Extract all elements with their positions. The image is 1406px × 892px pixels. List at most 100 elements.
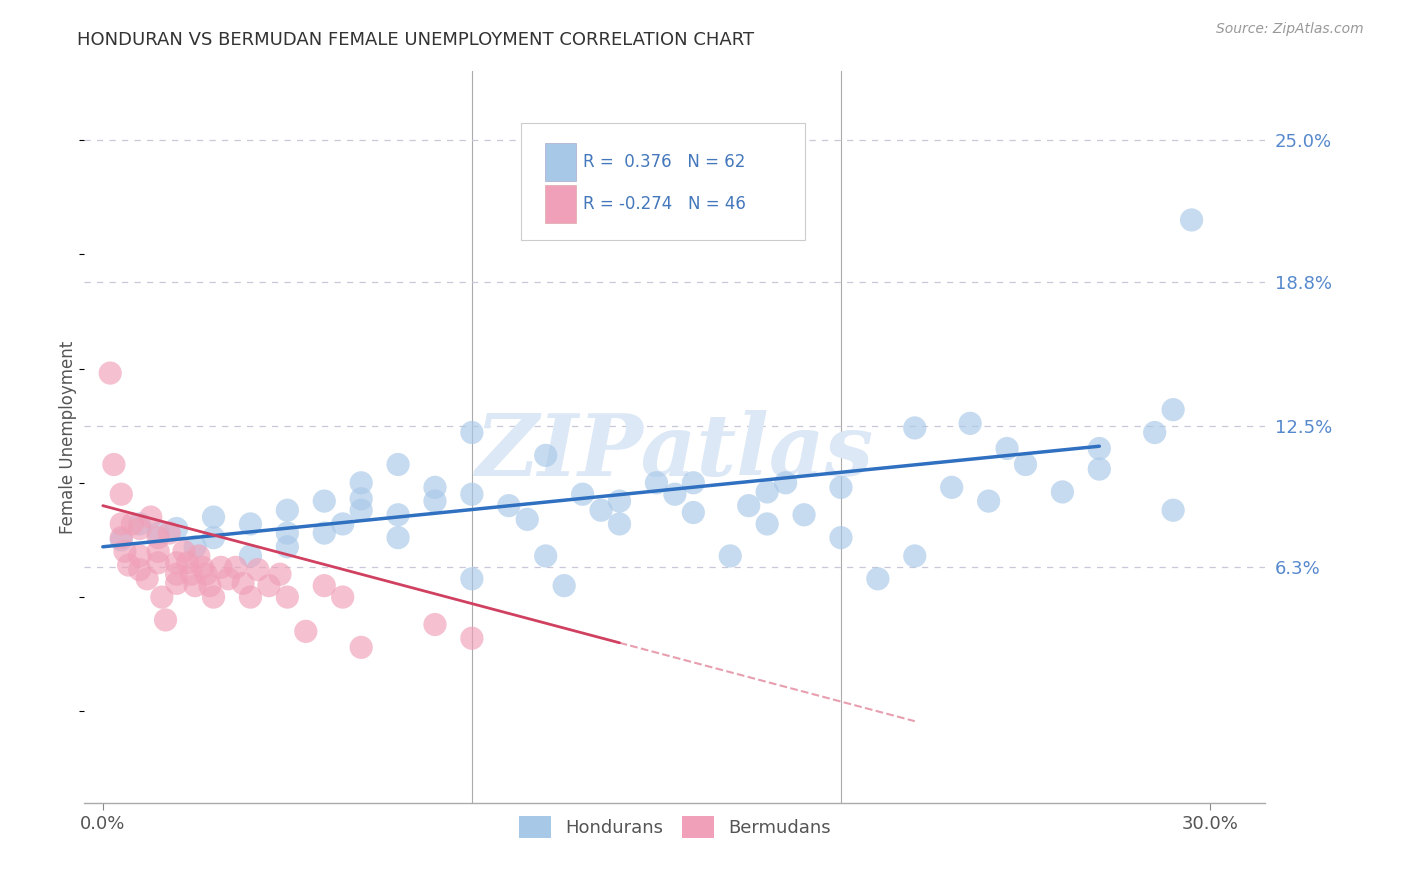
Point: [941, 480, 963, 494]
Point: [191, 560, 214, 574]
Point: [904, 421, 927, 435]
Point: [166, 567, 188, 582]
Point: [534, 448, 557, 462]
Point: [387, 458, 409, 472]
Point: [166, 521, 188, 535]
Point: [738, 499, 761, 513]
Point: [645, 475, 668, 490]
Point: [110, 516, 132, 531]
FancyBboxPatch shape: [546, 185, 575, 223]
Point: [198, 579, 221, 593]
Point: [148, 544, 170, 558]
Point: [184, 579, 207, 593]
Point: [756, 516, 779, 531]
Point: [553, 579, 575, 593]
Point: [571, 487, 593, 501]
Point: [664, 487, 686, 501]
Point: [1161, 503, 1184, 517]
Point: [180, 567, 202, 582]
Point: [139, 510, 162, 524]
Point: [295, 624, 318, 639]
Point: [257, 579, 280, 593]
Point: [118, 558, 141, 573]
Point: [110, 531, 132, 545]
Text: R =  0.376   N = 62: R = 0.376 N = 62: [582, 153, 745, 171]
Point: [217, 572, 239, 586]
Point: [461, 632, 484, 646]
Point: [904, 549, 927, 563]
Point: [128, 549, 150, 563]
Point: [387, 531, 409, 545]
Point: [609, 494, 631, 508]
Point: [314, 526, 336, 541]
Point: [461, 572, 484, 586]
Point: [830, 480, 852, 494]
Point: [756, 485, 779, 500]
Point: [350, 491, 373, 506]
Point: [166, 556, 188, 570]
Point: [682, 475, 704, 490]
Point: [866, 572, 889, 586]
FancyBboxPatch shape: [522, 122, 804, 240]
Point: [202, 590, 225, 604]
Point: [128, 521, 150, 535]
Text: R = -0.274   N = 46: R = -0.274 N = 46: [582, 194, 745, 213]
Text: ZIPatlas: ZIPatlas: [475, 410, 875, 493]
Point: [387, 508, 409, 522]
Point: [276, 503, 298, 517]
Point: [1161, 402, 1184, 417]
Point: [209, 560, 232, 574]
Point: [110, 487, 132, 501]
Point: [114, 544, 136, 558]
Point: [461, 487, 484, 501]
Point: [1014, 458, 1036, 472]
Point: [718, 549, 741, 563]
Point: [202, 510, 225, 524]
Point: [332, 590, 354, 604]
Point: [148, 526, 170, 541]
Point: [498, 499, 520, 513]
Point: [173, 544, 195, 558]
Point: [155, 613, 177, 627]
Point: [103, 458, 125, 472]
Point: [121, 516, 143, 531]
Point: [276, 590, 298, 604]
Point: [195, 567, 218, 582]
Point: [239, 516, 262, 531]
Point: [314, 494, 336, 508]
Point: [187, 549, 209, 563]
Point: [98, 366, 121, 380]
FancyBboxPatch shape: [546, 143, 575, 181]
Point: [128, 516, 150, 531]
Point: [150, 590, 173, 604]
Point: [225, 560, 247, 574]
Point: [177, 556, 200, 570]
Point: [232, 576, 254, 591]
Point: [246, 563, 269, 577]
Point: [239, 549, 262, 563]
Point: [461, 425, 484, 440]
Y-axis label: Female Unemployment: Female Unemployment: [59, 341, 77, 533]
Point: [314, 579, 336, 593]
Point: [148, 556, 170, 570]
Point: [609, 516, 631, 531]
Point: [423, 494, 446, 508]
Point: [148, 531, 170, 545]
Point: [136, 572, 159, 586]
Point: [276, 526, 298, 541]
Text: Source: ZipAtlas.com: Source: ZipAtlas.com: [1216, 22, 1364, 37]
Point: [830, 531, 852, 545]
Point: [332, 516, 354, 531]
Legend: Hondurans, Bermudans: Hondurans, Bermudans: [512, 808, 838, 845]
Point: [157, 526, 180, 541]
Point: [1052, 485, 1074, 500]
Point: [276, 540, 298, 554]
Point: [202, 531, 225, 545]
Point: [350, 503, 373, 517]
Point: [166, 576, 188, 591]
Point: [793, 508, 815, 522]
Text: HONDURAN VS BERMUDAN FEMALE UNEMPLOYMENT CORRELATION CHART: HONDURAN VS BERMUDAN FEMALE UNEMPLOYMENT…: [77, 31, 755, 49]
Point: [977, 494, 1000, 508]
Point: [534, 549, 557, 563]
Point: [128, 563, 150, 577]
